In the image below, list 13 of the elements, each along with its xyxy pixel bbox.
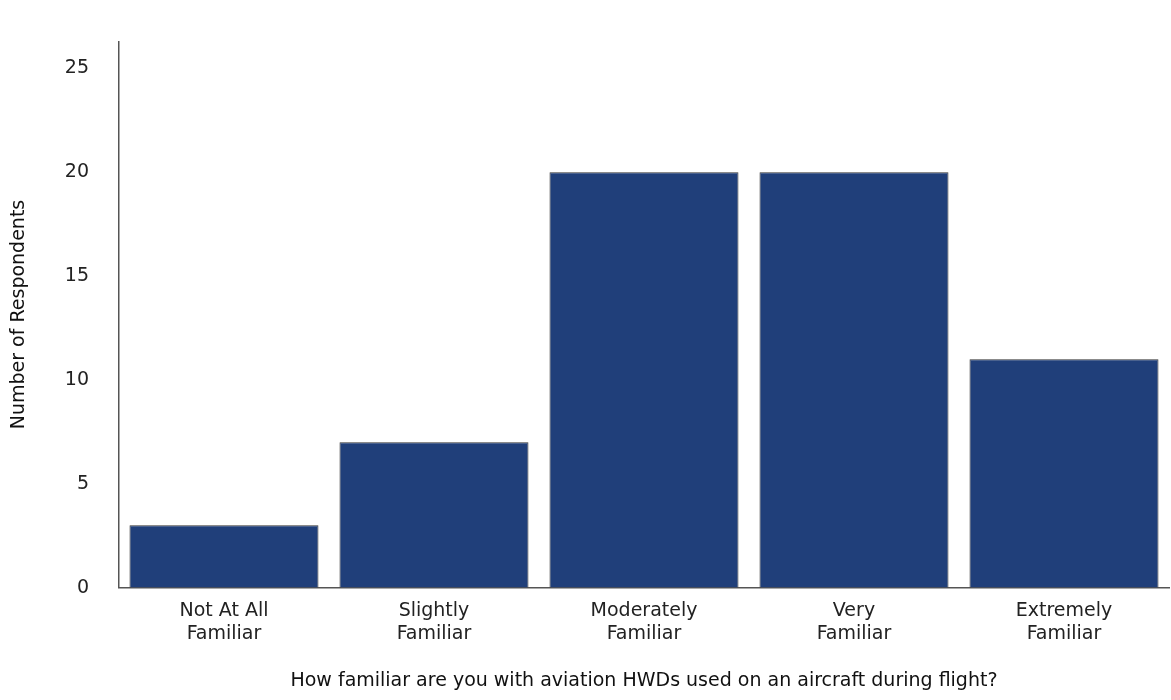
x-tick-label: Slightly Familiar (396, 597, 472, 643)
x-axis-title: How familiar are you with aviation HWDs used on an aircraft during flight? (290, 667, 998, 690)
y-tick-label: 0 (76, 574, 89, 597)
x-tick-label: Very Familiar (816, 597, 892, 643)
y-axis-title: Number of Respondents (6, 199, 29, 430)
y-tick-label: 25 (64, 55, 89, 78)
x-tick-label: Extremely Familiar (1015, 597, 1113, 643)
x-tick-label: Moderately Familiar (590, 597, 698, 643)
x-tick-label: Not At All Familiar (179, 597, 269, 643)
y-tick-label: 10 (64, 366, 89, 389)
y-tick-label: 20 (64, 159, 89, 182)
y-tick-label: 5 (76, 470, 89, 493)
y-tick-label: 15 (64, 263, 89, 286)
